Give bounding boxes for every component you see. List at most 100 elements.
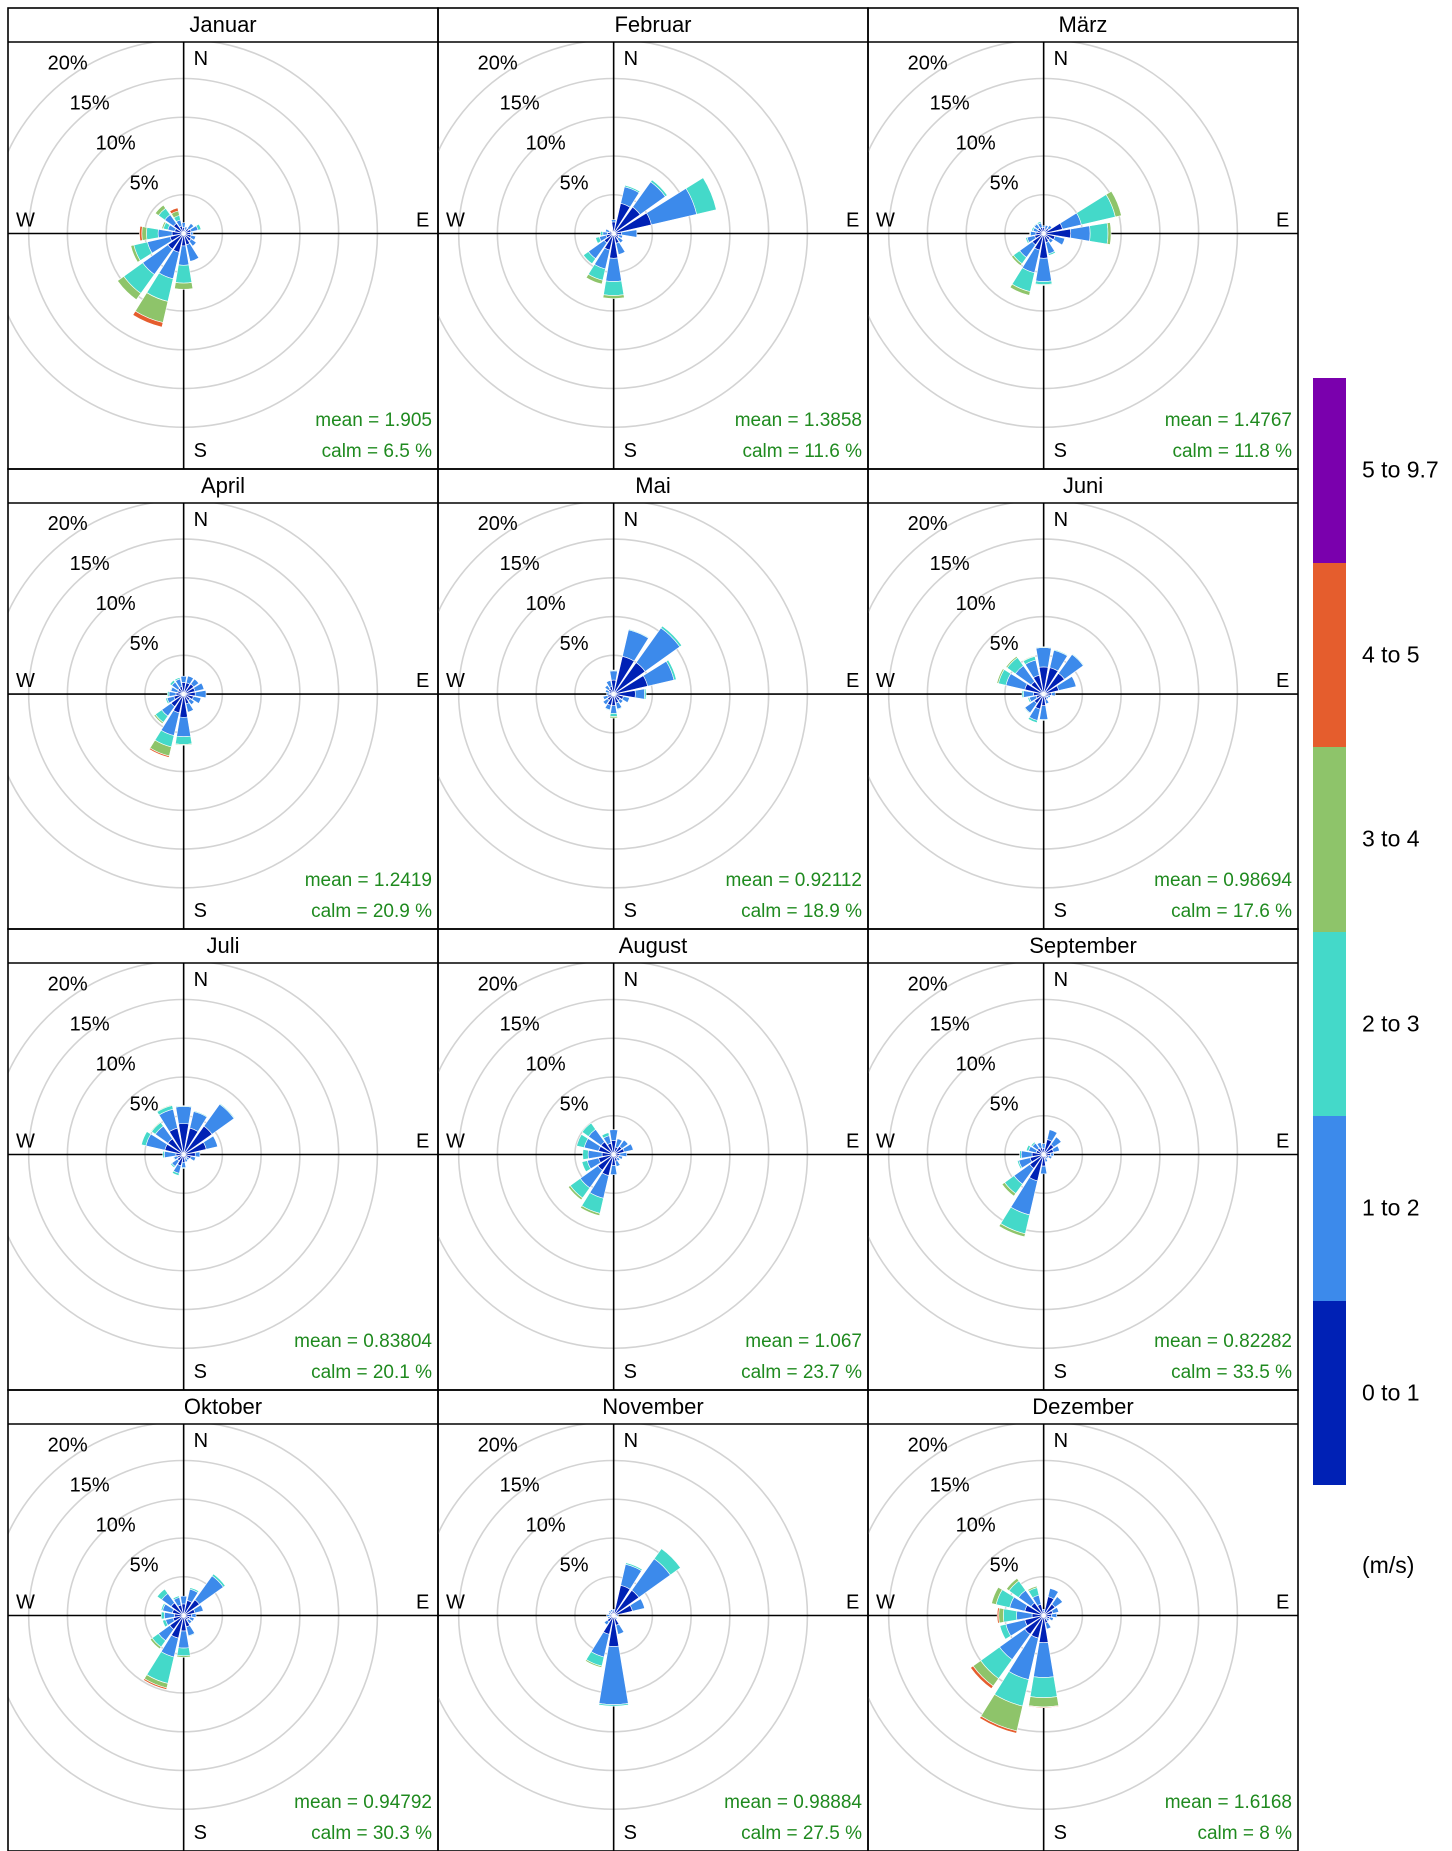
petal-n-bin-2 (175, 1105, 193, 1108)
petal-ese-bin-1 (617, 234, 624, 239)
compass-s: S (194, 440, 207, 462)
petal-nnw-bin-3 (1022, 655, 1036, 662)
petal-ene-bin-1 (1056, 676, 1077, 691)
panel-frame (7, 7, 439, 470)
petal-s-bin-2 (1029, 1676, 1058, 1698)
ring-label: 25% (872, 17, 912, 39)
petal-w-bin-2 (146, 227, 159, 240)
ring-label: 5% (130, 173, 159, 195)
petal-sw-bin-3 (1001, 1182, 1017, 1197)
ring-label: 15% (70, 93, 110, 115)
petal-ene-bin-1 (622, 1143, 634, 1153)
compass-e: E (846, 670, 859, 692)
legend-colorbar: 0 to 1 1 to 2 2 to 3 3 to 4 4 to 5 5 to 9.7 (1310, 378, 1452, 1488)
petal-nw-bin-2 (1033, 223, 1038, 228)
petal-sw-bin-3 (153, 713, 164, 725)
petal-ssw-bin-3 (580, 1205, 601, 1217)
calm-label: calm = 30.3 % (311, 1823, 432, 1844)
legend-swatch (1313, 747, 1346, 932)
legend-label: 0 to 1 (1362, 1379, 1420, 1406)
compass-w: W (446, 210, 465, 232)
petal-wnw-bin-2 (576, 1133, 589, 1149)
ring-label: 20% (908, 53, 948, 75)
petal-wsw-bin-1 (602, 695, 609, 701)
ring-label: 25% (12, 17, 52, 39)
petal-nw-bin-3 (1006, 1577, 1020, 1592)
petal-nnw-bin-2 (601, 1132, 610, 1139)
petal-wnw-bin-2 (160, 1602, 166, 1611)
petal-w-bin-1 (602, 231, 608, 236)
petal-sse-bin-1 (615, 241, 626, 256)
compass-n: N (624, 48, 638, 70)
petal-nw-bin-3 (154, 204, 167, 216)
petal-ese-bin-1 (188, 1616, 195, 1622)
ring-label: 25% (872, 477, 912, 499)
petal-sw-bin-3 (117, 275, 142, 301)
petal-s-bin-2 (175, 735, 193, 745)
ring-label: 20% (908, 513, 948, 535)
panel-frame (437, 7, 869, 470)
petal-sw-bin-4 (970, 1665, 994, 1690)
petal-ne-bin-2 (211, 1573, 226, 1588)
petal-ne-bin-1 (1046, 224, 1053, 231)
petal-sse-bin-2 (188, 1632, 196, 1638)
ring-label: 5% (560, 633, 589, 655)
ring-label: 20% (478, 974, 518, 996)
ring-label: 5% (990, 633, 1019, 655)
petal-nw-bin-3 (1005, 655, 1018, 669)
petal-e-bin-1 (620, 229, 638, 238)
petal-s-bin-3 (174, 282, 194, 290)
petal-ne-bin-1 (190, 678, 200, 688)
mean-label: mean = 0.98884 (724, 1792, 862, 1813)
petal-nnw-bin-4 (169, 207, 179, 215)
legend-label: 4 to 5 (1362, 641, 1420, 668)
petal-nne-bin-2 (193, 1110, 208, 1118)
panel-title: Mai (635, 473, 670, 498)
compass-s: S (1054, 900, 1067, 922)
petal-e-bin-1 (634, 688, 645, 700)
calm-label: calm = 27.5 % (741, 1823, 862, 1844)
petal-ssw-bin-2 (171, 1170, 180, 1177)
petal-nw-bin-1 (604, 684, 611, 691)
compass-e: E (846, 1592, 859, 1614)
petal-ese-bin-1 (191, 695, 202, 704)
petal-nnw-bin-3 (156, 1104, 173, 1113)
panel-title: März (1059, 12, 1108, 37)
compass-s: S (1054, 440, 1067, 462)
petal-se-bin-1 (1047, 237, 1054, 244)
petal-ene-bin-2 (195, 223, 202, 231)
compass-s: S (624, 440, 637, 462)
compass-n: N (624, 509, 638, 531)
petal-ssw-bin-3 (584, 1659, 603, 1668)
compass-n: N (624, 1430, 638, 1452)
panel-title: Oktober (184, 1394, 262, 1419)
ring-label: 25% (442, 1399, 482, 1421)
petal-e-bin-1 (1050, 1152, 1055, 1157)
compass-n: N (624, 969, 638, 991)
ring-label: 10% (526, 593, 566, 615)
petal-s-bin-2 (175, 264, 193, 284)
petal-nw-bin-2 (156, 1588, 169, 1601)
compass-e: E (846, 1131, 859, 1153)
calm-label: calm = 17.6 % (1171, 901, 1292, 922)
petal-ene-bin-1 (1051, 1145, 1060, 1153)
petal-s-bin-4 (1028, 1705, 1060, 1709)
ring-label: 25% (12, 1399, 52, 1421)
petal-nne-bin-1 (615, 1138, 623, 1149)
ring-label: 10% (956, 133, 996, 155)
petal-n-bin-2 (609, 669, 618, 672)
mean-label: mean = 0.82282 (1154, 1331, 1292, 1352)
petal-nw-bin-3 (150, 1121, 162, 1132)
petal-e-bin-1 (1070, 225, 1091, 242)
petal-wsw-bin-2 (581, 1160, 592, 1173)
ring-label: 5% (130, 633, 159, 655)
petal-w-bin-2 (1029, 230, 1032, 237)
petal-wnw-bin-1 (604, 228, 611, 233)
petal-s-bin-1 (181, 1161, 187, 1168)
ring-label: 5% (130, 1094, 159, 1116)
panel-title: Januar (189, 12, 256, 37)
